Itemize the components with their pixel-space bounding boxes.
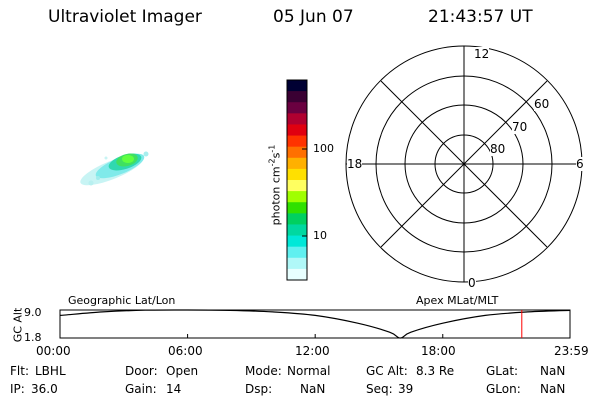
colorbar-ticks bbox=[302, 148, 307, 237]
colorbar-tick-10: 10 bbox=[313, 229, 327, 242]
colorbar-segment bbox=[287, 191, 307, 203]
mlt-label-12: 12 bbox=[474, 47, 490, 61]
colorbar-segment bbox=[287, 168, 307, 181]
status-mode-val: Normal bbox=[287, 364, 331, 378]
polar-diagonal-2 bbox=[380, 80, 548, 248]
status-seq-val: 39 bbox=[398, 382, 414, 396]
timeline-xtick-3: 18:00 bbox=[421, 344, 456, 358]
status-gcalt-val: 8.3 Re bbox=[416, 364, 455, 378]
colorbar-segment bbox=[287, 146, 307, 159]
status-seq-key: Seq: bbox=[366, 382, 393, 396]
status-glon-val: NaN bbox=[540, 382, 566, 396]
status-ip-val: 36.0 bbox=[31, 382, 58, 396]
lat-label-70: 70 bbox=[512, 120, 528, 134]
colorbar-segment bbox=[287, 246, 307, 259]
time-label: 21:43:57 UT bbox=[428, 7, 533, 27]
status-dsp-val: NaN bbox=[300, 382, 326, 396]
colorbar-segment bbox=[287, 113, 307, 126]
lat-label-60: 60 bbox=[534, 97, 550, 111]
status-flt-key: Flt: bbox=[10, 364, 29, 378]
status-gain-key: Gain: bbox=[125, 382, 157, 396]
timeline-xtick-0: 00:00 bbox=[36, 344, 71, 358]
colorbar-segment bbox=[287, 224, 307, 237]
timeline-xtick-1: 06:00 bbox=[168, 344, 203, 358]
colorbar-segment bbox=[287, 80, 307, 92]
status-glon-key: GLon: bbox=[486, 382, 521, 396]
timeline-xtick-2: 12:00 bbox=[295, 344, 330, 358]
app-title: Ultraviolet Imager bbox=[48, 7, 202, 27]
timeline-right-title: Apex MLat/MLT bbox=[416, 294, 499, 307]
timeline-ytick-bottom: 1.8 bbox=[24, 331, 42, 344]
status-flt-val: LBHL bbox=[35, 364, 66, 378]
status-door-key: Door: bbox=[125, 364, 158, 378]
status-mode-key: Mode: bbox=[245, 364, 282, 378]
lat-label-80: 80 bbox=[490, 142, 506, 156]
status-glat-key: GLat: bbox=[486, 364, 519, 378]
colorbar-segment bbox=[287, 235, 307, 248]
status-gcalt-key: GC Alt: bbox=[366, 364, 408, 378]
mlt-label-0: 0 bbox=[468, 276, 476, 290]
mlt-label-18: 18 bbox=[347, 157, 363, 171]
colorbar-segment bbox=[287, 257, 307, 270]
colorbar-segment bbox=[287, 180, 307, 192]
colorbar-tick-100: 100 bbox=[313, 142, 334, 155]
colorbar-segment bbox=[287, 202, 307, 214]
status-gain-val: 14 bbox=[166, 382, 182, 396]
timeline-left-title: Geographic Lat/Lon bbox=[68, 294, 176, 307]
aurora-blob bbox=[80, 151, 149, 186]
colorbar-segment bbox=[287, 213, 307, 226]
timeline-series-line bbox=[59, 309, 571, 339]
status-dsp-key: Dsp: bbox=[245, 382, 273, 396]
colorbar-segment bbox=[287, 157, 307, 170]
status-door-val: Open bbox=[166, 364, 199, 378]
status-ip-key: IP: bbox=[10, 382, 25, 396]
timeline-xtick-4: 23:59 bbox=[554, 344, 589, 358]
colorbar-segment bbox=[287, 91, 307, 103]
mlt-label-6: 6 bbox=[576, 157, 584, 171]
colorbar-segment bbox=[287, 135, 307, 148]
timeline-ytick-top: 9.0 bbox=[24, 306, 42, 319]
status-glat-val: NaN bbox=[540, 364, 566, 378]
colorbar-segment bbox=[287, 124, 307, 137]
colorbar-segment bbox=[287, 268, 307, 281]
date-label: 05 Jun 07 bbox=[273, 7, 354, 27]
colorbar-segment bbox=[287, 102, 307, 114]
